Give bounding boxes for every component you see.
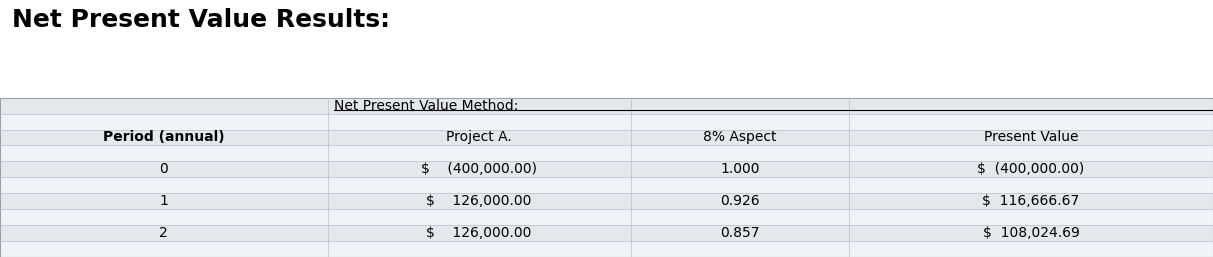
Text: $    126,000.00: $ 126,000.00 <box>427 194 531 208</box>
Text: $  (400,000.00): $ (400,000.00) <box>978 162 1084 176</box>
Text: $    (400,000.00): $ (400,000.00) <box>421 162 537 176</box>
Bar <box>0 114 1213 130</box>
Bar <box>0 130 1213 145</box>
Text: 0.926: 0.926 <box>721 194 759 208</box>
Bar <box>0 177 1213 193</box>
Bar <box>0 98 1213 114</box>
Text: $  116,666.67: $ 116,666.67 <box>983 194 1080 208</box>
Bar <box>0 98 1213 257</box>
Text: Net Present Value Results:: Net Present Value Results: <box>12 8 391 32</box>
Bar <box>0 241 1213 257</box>
Bar <box>0 161 1213 177</box>
Text: Period (annual): Period (annual) <box>103 131 224 144</box>
Text: 1.000: 1.000 <box>721 162 759 176</box>
Text: 0: 0 <box>159 162 169 176</box>
Text: $  108,024.69: $ 108,024.69 <box>983 226 1080 240</box>
Bar <box>0 145 1213 161</box>
Text: Present Value: Present Value <box>984 131 1078 144</box>
Bar <box>0 209 1213 225</box>
Text: 0.857: 0.857 <box>721 226 759 240</box>
Bar <box>0 193 1213 209</box>
Text: 1: 1 <box>159 194 169 208</box>
Text: 2: 2 <box>159 226 169 240</box>
Text: 8% Aspect: 8% Aspect <box>704 131 776 144</box>
Text: $    126,000.00: $ 126,000.00 <box>427 226 531 240</box>
Text: Net Present Value Method:: Net Present Value Method: <box>334 99 518 113</box>
Bar <box>0 225 1213 241</box>
Text: Project A.: Project A. <box>446 131 512 144</box>
